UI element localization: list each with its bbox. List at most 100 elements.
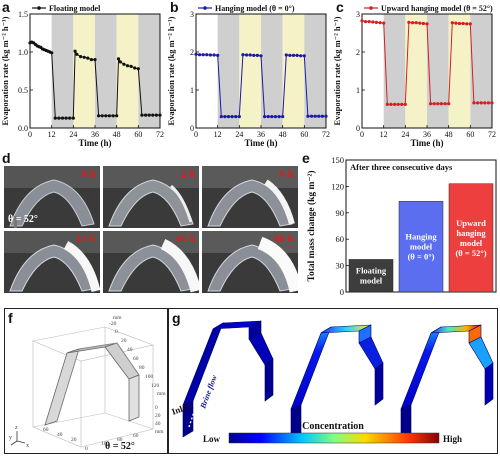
data-point [277, 115, 281, 119]
data-point [457, 21, 462, 26]
data-point [400, 102, 404, 106]
data-point [158, 113, 162, 117]
y-tick-label: 150 [331, 155, 344, 165]
legend-label: Hanging model (θ = 0°) [215, 4, 295, 13]
y-axis-label: Evaporation rate (kg m⁻² h⁻¹) [166, 16, 176, 125]
data-point [436, 102, 440, 106]
data-point [472, 101, 476, 105]
x-tick-label: 0 [194, 130, 198, 139]
x-tick-label: 60 [466, 130, 474, 139]
photo-60h: 60 h [202, 231, 298, 293]
data-point [79, 55, 83, 59]
photo-time-label: 60 h [274, 233, 294, 245]
data-point [223, 115, 227, 119]
chart-annotation: After three consecutive days [350, 162, 453, 172]
data-point [60, 116, 65, 120]
data-point [295, 53, 299, 58]
period-shading [282, 14, 305, 128]
data-point [208, 53, 212, 57]
x-tick-label: 72 [156, 130, 164, 139]
photo-scene [202, 166, 298, 228]
data-point [450, 21, 454, 25]
x-tick-label: 36 [257, 130, 265, 139]
data-point [468, 22, 472, 26]
x-tick-label: 72 [488, 130, 496, 139]
photo-time-label: 2 h [180, 168, 195, 180]
photo-time-label: 6 h [279, 168, 294, 180]
data-point [273, 115, 277, 119]
data-point [385, 102, 389, 106]
axis-letter: y [9, 435, 12, 441]
data-point [320, 114, 324, 118]
data-point [122, 62, 126, 66]
data-point [443, 102, 447, 106]
y-tick-label: 1 [190, 86, 194, 95]
data-point [64, 116, 68, 120]
sim-model-mid [290, 324, 384, 442]
colorbar-title: Concentration [302, 421, 364, 432]
data-point [151, 113, 155, 117]
data-point [299, 54, 303, 58]
data-point [425, 22, 429, 26]
period-shading [138, 14, 160, 128]
x-tick-label: 0 [28, 130, 32, 139]
photo-scene [103, 166, 199, 228]
y-tick-label: 60 [336, 234, 345, 244]
axis-tick: 20 [71, 437, 77, 443]
photo-scene [103, 231, 199, 293]
axis-tick: 0 [115, 329, 118, 335]
data-point [194, 52, 198, 56]
data-point [201, 53, 205, 57]
data-point [266, 115, 270, 119]
data-point [255, 53, 259, 58]
model-f-drawing: -20 0 20 40 60 80 100 120 0 20 40 60 80 … [9, 315, 166, 452]
axis-tick: 60 [133, 433, 139, 439]
panel-label-f: f [8, 310, 13, 326]
axis-unit: mm [155, 429, 164, 435]
axis-tick: 40 [155, 421, 161, 427]
data-point [198, 53, 202, 57]
data-point [144, 113, 148, 117]
bar-category-label: Hanging [405, 232, 437, 242]
x-tick-label: 24 [235, 130, 243, 139]
period-shading [405, 14, 427, 128]
x-tick-label: 24 [69, 130, 77, 139]
data-point [490, 101, 494, 105]
x-tick-label: 12 [214, 130, 222, 139]
data-point [367, 20, 371, 24]
data-point [429, 102, 433, 106]
data-point [104, 114, 108, 118]
data-point [125, 64, 130, 68]
panel-b: b 0 12 24 36 48 60 72 0 1 2 3 Time (h) Evaporation r… [166, 0, 334, 150]
axis-unit: mm [113, 315, 122, 321]
axis-tick: 80 [139, 365, 145, 371]
bar [348, 259, 394, 293]
x-tick-label: 60 [300, 130, 308, 139]
x-tick-label: 24 [401, 130, 409, 139]
axis-tick: 120 [151, 383, 160, 389]
x-tick-label: 36 [423, 130, 431, 139]
data-point [382, 21, 386, 25]
data-point [407, 20, 411, 24]
y-axis-label: Total mass change (kg m⁻²) [306, 171, 317, 282]
data-point [73, 49, 77, 53]
y-tick-label: 1.5 [18, 10, 28, 19]
photo-12h: 12 h [4, 231, 100, 293]
data-point [129, 64, 133, 68]
y-axis-label: Evaporation rate (kg m⁻² h⁻¹) [0, 16, 10, 125]
y-tick-label: 1 [356, 86, 360, 95]
period-shading [239, 14, 261, 128]
period-shading [448, 14, 471, 128]
period-shading [470, 14, 492, 128]
y-tick-label: 2 [356, 48, 360, 57]
data-point [465, 22, 469, 26]
panel-e: e 0 30 60 90 120 150 Total mass change (kg m⁻²… [300, 150, 500, 300]
data-point [147, 113, 151, 117]
bar-category-label: (θ = 0°) [408, 252, 435, 262]
panel-label-g: g [172, 310, 181, 326]
y-tick-label: 3 [190, 10, 194, 19]
data-point [486, 101, 490, 105]
panel-d: d 0 h θ = 52° 2 h 6 h [0, 150, 300, 300]
panel-f: f -20 0 20 40 60 80 100 120 0 20 [4, 308, 168, 454]
bar-category-label: Upward [456, 218, 486, 228]
